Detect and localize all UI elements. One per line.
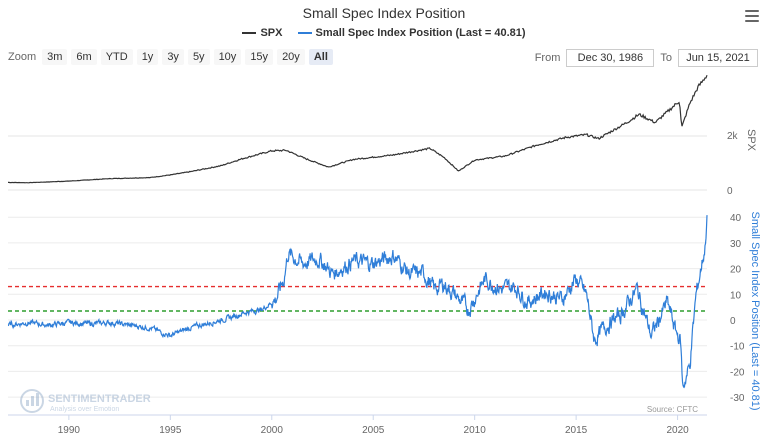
spec-y-tick: 20 [730,265,742,276]
spec-y-tick: -30 [730,393,745,404]
zoom-button-15y[interactable]: 15y [245,49,274,65]
spec-y-tick: 10 [730,290,742,301]
zoom-button-6m[interactable]: 6m [71,49,97,65]
from-date-input[interactable]: Dec 30, 1986 [566,49,655,67]
spec-y-tick: 0 [730,316,736,327]
to-label: To [660,52,672,64]
legend-item-spx[interactable]: SPX [242,27,282,39]
zoom-button-10y[interactable]: 10y [213,49,242,65]
spec-y-tick: -10 [730,342,745,353]
legend-swatch-spx [242,32,257,34]
logo-tagline: Analysis over Emotion [50,406,119,413]
x-tick-label: 1990 [58,425,81,436]
from-label: From [534,52,561,64]
zoom-button-5y[interactable]: 5y [187,49,210,65]
legend-item-small-spec[interactable]: Small Spec Index Position (Last = 40.81) [297,27,526,39]
date-range: From Dec 30, 1986 To Jun 15, 2021 [535,49,758,67]
legend-label-spx: SPX [260,27,283,39]
source-label: Source: CFTC [647,405,698,414]
hamburger-menu-icon[interactable] [745,10,759,22]
zoom-button-20y[interactable]: 20y [277,49,305,65]
zoom-button-ytd[interactable]: YTD [100,49,133,65]
x-tick-label: 1995 [159,425,182,436]
small-spec-series-line [7,215,708,389]
x-tick-label: 2005 [362,425,385,436]
x-tick-label: 2015 [565,425,588,436]
legend: SPX Small Spec Index Position (Last = 40… [0,25,768,39]
sentimentrader-logo: SENTIMENTRADER Analysis over Emotion [20,389,151,413]
spx-y-tick-2k: 2k [727,131,739,142]
zoom-bar: Zoom 3m 6m YTD 1y 3y 5y 10y 15y 20y All [8,49,337,65]
x-tick-label: 2020 [666,425,689,436]
zoom-button-all[interactable]: All [308,49,333,65]
zoom-button-3m[interactable]: 3m [42,49,68,65]
zoom-label: Zoom [8,51,37,63]
spx-y-axis-label: SPX [745,129,757,152]
chart-title: Small Spec Index Position [302,5,466,21]
x-tick-label: 2010 [464,425,487,436]
legend-label-small-spec: Small Spec Index Position (Last = 40.81) [315,27,526,39]
spec-y-tick: 40 [730,213,742,224]
zoom-button-3y[interactable]: 3y [162,49,184,65]
spec-y-tick: 30 [730,239,742,250]
zoom-button-1y[interactable]: 1y [136,49,159,65]
logo-name: SENTIMENTRADER [48,393,151,405]
x-tick-label: 2000 [261,425,284,436]
spx-series-line [8,74,708,184]
spec-y-axis-label: Small Spec Index Position (Last = 40.81) [749,211,761,410]
to-date-input[interactable]: Jun 15, 2021 [678,49,758,67]
spx-y-tick-0: 0 [727,186,733,197]
legend-swatch-small-spec [297,32,312,34]
spec-y-tick: -20 [730,367,745,378]
